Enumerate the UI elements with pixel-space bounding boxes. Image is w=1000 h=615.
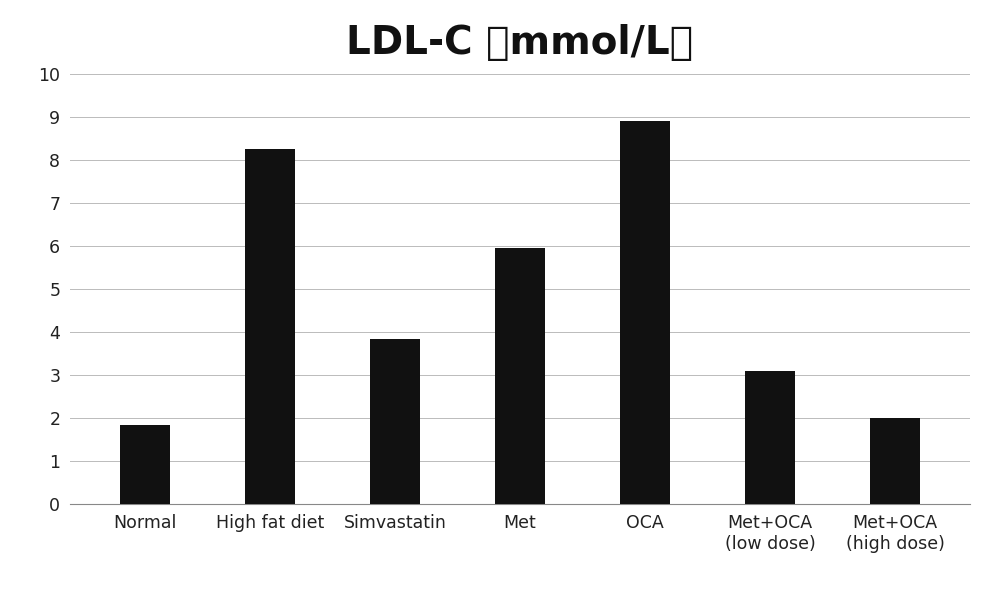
Bar [870,418,920,504]
Title: LDL-C （mmol/L）: LDL-C （mmol/L） [346,25,694,62]
Bar [620,121,670,504]
Bar [370,338,420,504]
Bar [495,248,545,504]
Bar [245,149,295,504]
Bar [120,424,170,504]
Bar [745,371,795,504]
